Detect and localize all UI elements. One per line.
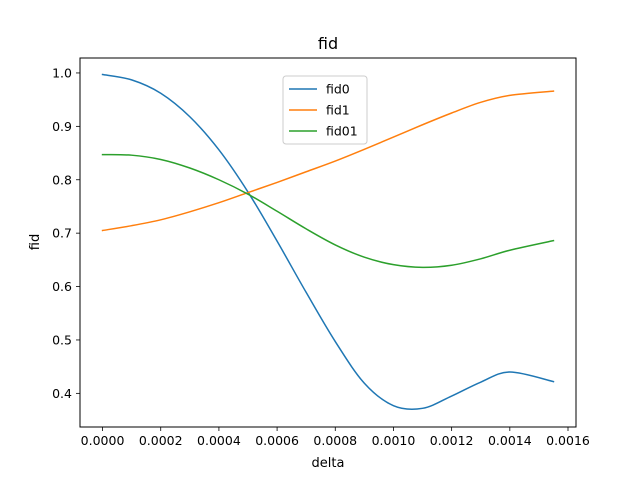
x-tick-label: 0.0002 xyxy=(139,433,183,448)
y-tick-label: 0.5 xyxy=(52,332,72,347)
y-tick-label: 1.0 xyxy=(52,65,72,80)
plot-lines xyxy=(101,73,555,411)
x-tick-label: 0.0004 xyxy=(197,433,241,448)
y-tick-label: 0.8 xyxy=(52,172,72,187)
x-axis: 0.0000 0.0002 0.0004 0.0006 0.0008 0.0010 0.00… xyxy=(81,427,590,448)
y-tick-label: 0.6 xyxy=(52,279,72,294)
series-line-fid0 xyxy=(101,73,555,411)
y-tick-label: 0.9 xyxy=(52,119,72,134)
legend-label-fid0: fid0 xyxy=(326,82,350,97)
legend-label-fid1: fid1 xyxy=(326,103,350,118)
x-axis-label: delta xyxy=(312,456,345,471)
x-tick-label: 0.0006 xyxy=(255,433,299,448)
x-tick-label: 0.0010 xyxy=(372,433,416,448)
chart-title: fid xyxy=(318,34,338,53)
plot-frame xyxy=(79,57,577,428)
legend-label-fid01: fid01 xyxy=(326,124,358,139)
y-axis: 0.4 0.5 0.6 0.7 0.8 0.9 1.0 xyxy=(52,65,80,401)
series-line-fid1 xyxy=(101,90,555,232)
legend-box xyxy=(282,75,368,145)
y-tick-label: 0.4 xyxy=(52,386,72,401)
y-tick-label: 0.7 xyxy=(52,226,72,241)
x-tick-label: 0.0014 xyxy=(488,433,532,448)
legend: fid0 fid1 fid01 xyxy=(282,75,368,145)
x-tick-label: 0.0016 xyxy=(546,433,590,448)
x-tick-label: 0.0008 xyxy=(313,433,357,448)
series-line-fid01 xyxy=(101,153,555,269)
x-tick-label: 0.0012 xyxy=(430,433,474,448)
y-axis-label: fid xyxy=(28,234,43,250)
x-tick-label: 0.0000 xyxy=(81,433,125,448)
